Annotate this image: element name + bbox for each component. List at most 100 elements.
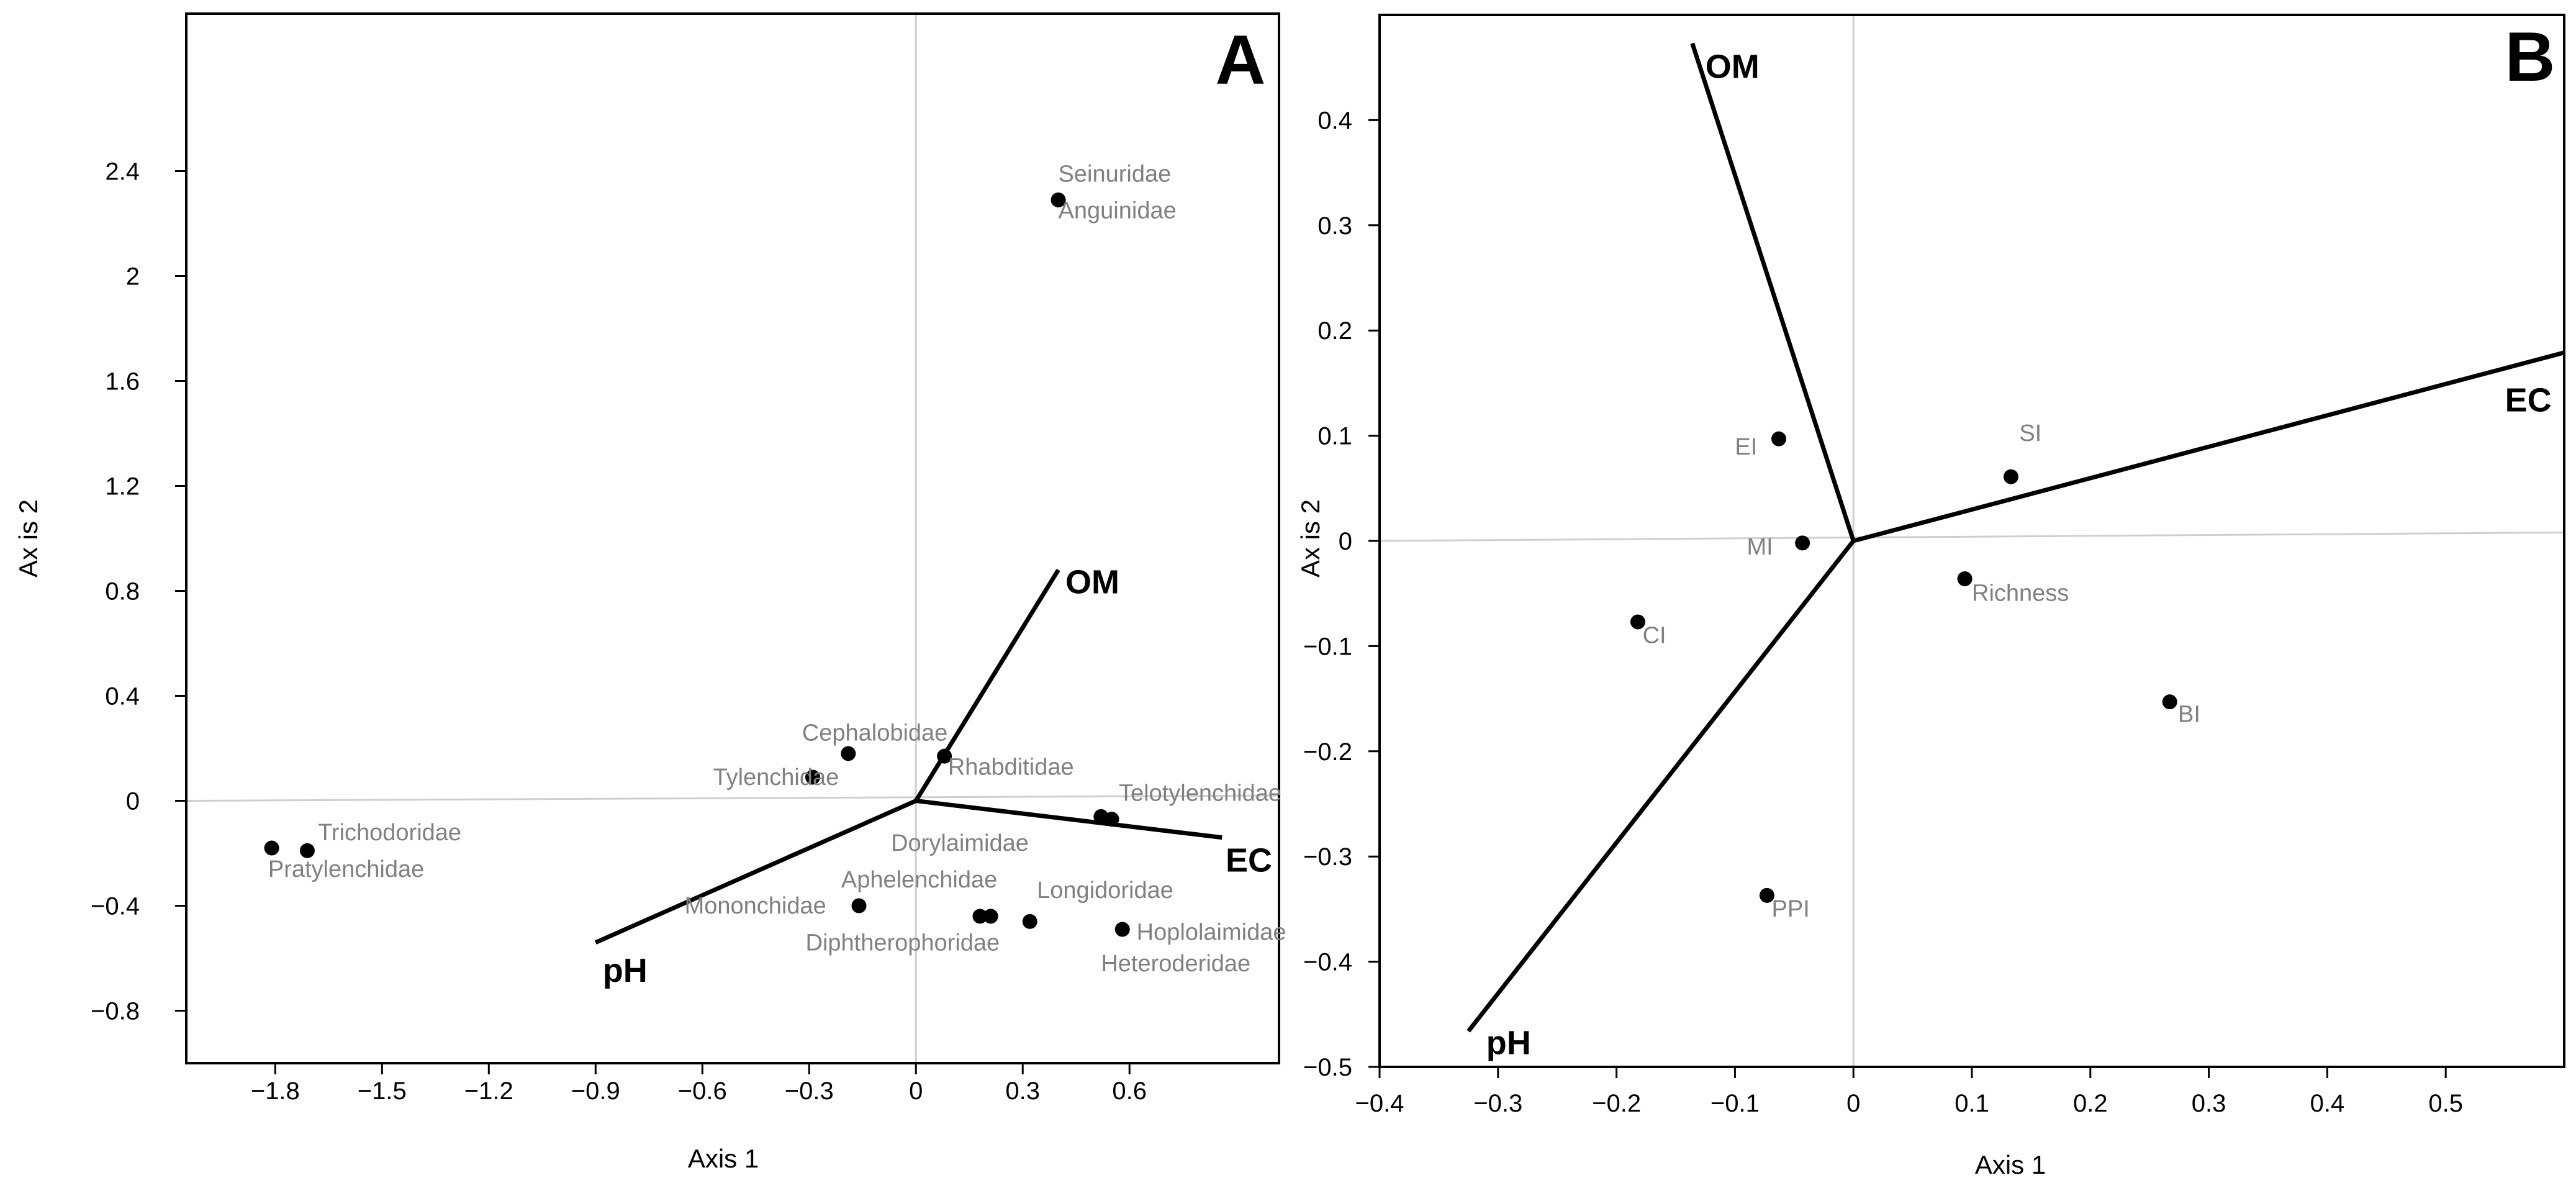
x-tick-label: 0.4 [2310,1090,2345,1117]
x-tick-label: −0.4 [1355,1090,1404,1117]
data-point [972,909,988,924]
data-point [983,909,998,924]
y-tick-label: −0.1 [1303,633,1352,660]
vector-om [1690,42,1856,542]
y-axis-label: Ax is 2 [1296,499,1325,578]
y-tick-label: 0.8 [105,578,140,605]
x-tick-label: 0 [909,1077,923,1105]
data-point [2003,469,2018,484]
y-tick-label: 2.4 [105,158,140,186]
plot-frame [185,12,1280,1064]
y-tick-label: 2 [126,263,140,291]
y-tick-label: 0.3 [1317,212,1352,240]
data-point [1104,812,1119,827]
x-tick-label: −0.1 [1711,1090,1760,1117]
panel-label: B [2505,18,2556,96]
vector-label: OM [1706,48,1760,86]
y-tick-label: 0 [126,788,140,815]
point-label: Aphelenchidae [841,867,997,893]
y-tick-label: 0.1 [1317,423,1352,450]
data-point [2162,694,2177,710]
point-label: Pratylenchidae [268,856,424,882]
vector-ec [1853,350,2565,543]
y-tick-label: −0.2 [1303,738,1352,766]
x-tick-label: −1.5 [358,1077,407,1105]
x-tick-label: 0.3 [2192,1090,2226,1117]
panel-a: −1.8 −1.5 −1.2 −0.9 −0.6 −0.3 0 0.3 0.6 −0.8 −0.4 0… [14,12,1286,1173]
point-label: Longidoridae [1037,877,1173,904]
data-point [1957,571,1973,586]
x-tick-label: 0.6 [1112,1077,1147,1105]
point-label: Seinuridae [1059,161,1172,187]
zero-horizontal-line [1379,531,2565,542]
point-label: Dorylaimidae [891,830,1029,856]
y-tick-label: −0.8 [91,998,140,1025]
vector-om [914,568,1060,802]
y-tick-label: 1.6 [105,368,140,396]
x-tick-label: −1.8 [251,1077,300,1105]
x-tick-label: −0.3 [1473,1090,1522,1117]
y-tick-label: 1.2 [105,473,140,501]
data-point [937,748,952,764]
point-label: EI [1735,434,1757,460]
point-label: Hoplolaimidae [1137,919,1286,945]
zero-horizontal-line [186,794,1280,802]
data-point [851,898,867,914]
data-point [299,843,315,858]
vector-ec [915,799,1222,840]
data-point [1771,431,1786,447]
x-tick-label: −0.6 [678,1077,727,1105]
point-label: BI [2178,701,2200,727]
data-point [1022,914,1037,929]
data-point [805,769,820,785]
x-axis-label: Axis 1 [688,1144,759,1173]
y-tick-label: −0.5 [1303,1054,1352,1081]
vector-label: OM [1065,564,1119,601]
y-tick-label: 0 [1339,528,1352,555]
point-label: PPI [1772,896,1810,922]
point-label: Anguinidae [1059,198,1177,224]
data-point [264,840,279,856]
data-point [841,746,856,761]
plot-frame [1378,14,2565,1068]
y-tick-label: 0.4 [1317,107,1352,134]
x-tick-label: 0.5 [2428,1090,2463,1117]
x-tick-label: 0.2 [2073,1090,2108,1117]
x-tick-label: 0.1 [1955,1090,1989,1117]
point-label: Mononchidae [685,893,826,919]
point-label: Heteroderidae [1101,951,1250,977]
point-label: Telotylenchidae [1119,781,1281,807]
point-label: Tylenchidae [713,764,839,791]
y-tick-label: 0.4 [105,683,140,710]
point-label: Diphtherophoridae [806,930,1000,956]
y-tick-label: 0.2 [1317,317,1352,345]
vector-label: EC [2505,382,2552,419]
point-label: SI [2019,420,2041,447]
vector-label: pH [1486,1025,1531,1062]
y-tick-label: −0.3 [1303,843,1352,871]
x-tick-label: 0 [1846,1090,1860,1117]
x-tick-label: 0.3 [1005,1077,1040,1105]
data-point [1759,887,1774,903]
data-point [1630,614,1645,630]
point-label: Cephalobidae [802,720,948,746]
y-tick-label: −0.4 [91,893,140,920]
x-tick-label: −0.2 [1592,1090,1641,1117]
x-tick-label: −0.9 [571,1077,620,1105]
vector-ph [1467,539,1855,1033]
x-tick-label: −1.2 [464,1077,513,1105]
vector-ph [594,799,917,945]
data-point [1051,192,1066,207]
point-label: MI [1747,534,1773,560]
point-label: Trichodoridae [318,820,461,846]
point-label: Richness [1972,581,2069,607]
data-point [1114,922,1130,937]
y-tick-label: −0.4 [1303,949,1352,976]
panel-b: −0.4 −0.3 −0.2 −0.1 0 0.1 0.2 0.3 0.4 0.5−0.5−0.4… [1296,14,2565,1179]
vector-label: EC [1226,842,1272,879]
x-tick-label: −0.3 [785,1077,834,1105]
y-axis-label: Ax is 2 [14,499,43,578]
panel-label: A [1216,21,1266,99]
data-point [1795,535,1810,551]
